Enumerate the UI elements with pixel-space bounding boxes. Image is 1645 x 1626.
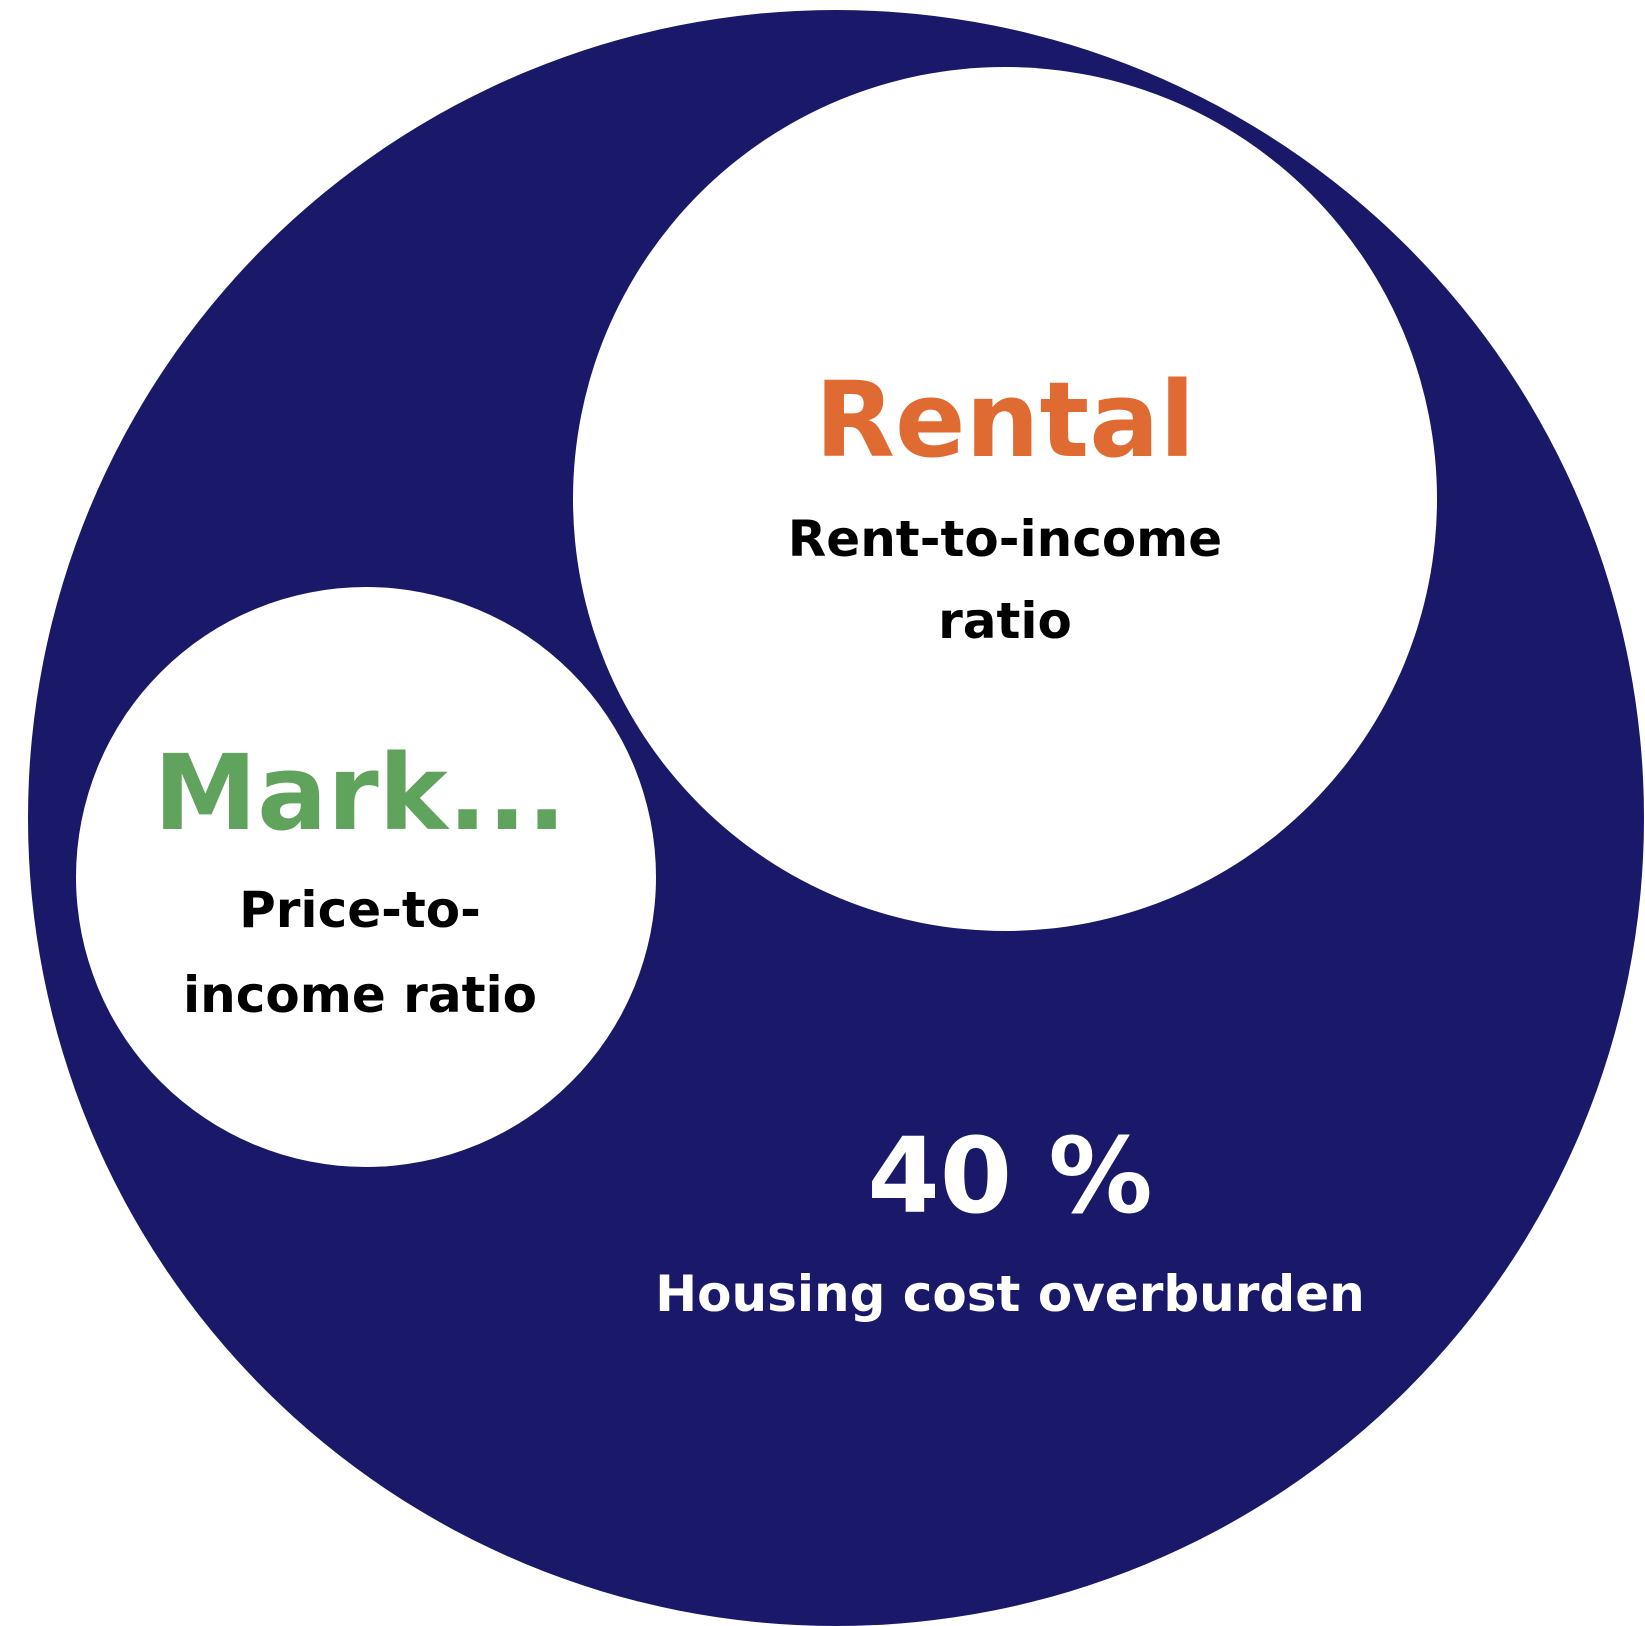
- outer-value: 40 %: [867, 1115, 1152, 1237]
- market-label: Price-to-: [239, 881, 481, 939]
- market-label: income ratio: [183, 966, 537, 1024]
- rental-label: Rent-to-income: [788, 510, 1222, 568]
- outer-label: Housing cost overburden: [655, 1265, 1364, 1323]
- market-circle: [76, 587, 656, 1167]
- rental-title: Rental: [815, 359, 1195, 481]
- rental-label: ratio: [938, 592, 1072, 650]
- rental-circle: [573, 67, 1437, 931]
- market-title: Mark...: [154, 732, 567, 854]
